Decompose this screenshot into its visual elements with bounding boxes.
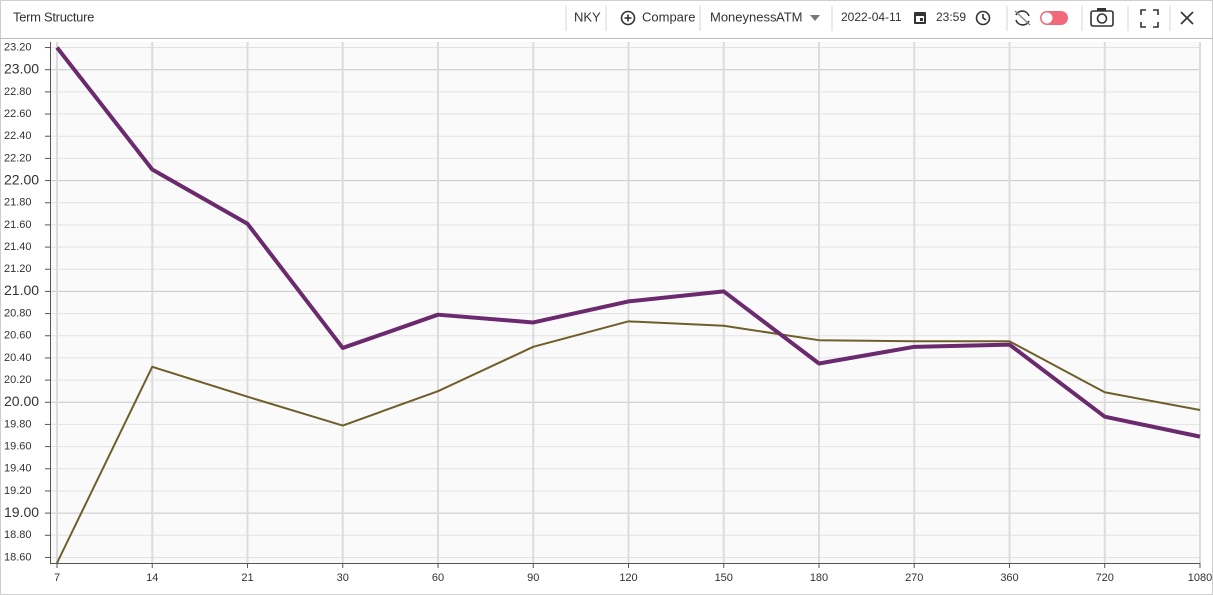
y-tick-label: 20.00 — [4, 393, 39, 409]
x-tick-label: 30 — [337, 572, 349, 584]
moneyness-value[interactable]: ATM — [776, 9, 802, 24]
x-tick-label: 14 — [146, 572, 158, 584]
y-tick-label: 20.80 — [4, 307, 32, 319]
x-tick-label: 120 — [619, 572, 637, 584]
date[interactable]: 2022-04-11 — [841, 10, 902, 24]
x-tick-label: 180 — [810, 572, 828, 584]
symbol[interactable]: NKY — [574, 9, 601, 24]
compare-icon[interactable] — [620, 10, 636, 26]
y-tick-label: 18.60 — [4, 551, 32, 563]
y-tick-label: 22.20 — [4, 152, 32, 164]
compare-button[interactable]: Compare — [642, 9, 695, 24]
x-tick-label: 90 — [527, 572, 539, 584]
y-tick-label: 21.20 — [4, 263, 32, 275]
y-tick-label: 21.40 — [4, 241, 32, 253]
y-tick-label: 19.60 — [4, 441, 32, 453]
x-tick-label: 720 — [1096, 572, 1114, 584]
y-tick-label: 23.20 — [4, 41, 32, 53]
y-tick-label: 20.40 — [4, 352, 32, 364]
panel-title: Term Structure — [13, 9, 94, 24]
dropdown-arrow[interactable] — [810, 15, 820, 21]
x-tick-label: 360 — [1000, 572, 1018, 584]
moneyness-label: Moneyness — [710, 9, 777, 24]
y-tick-label: 21.00 — [4, 282, 39, 298]
y-tick-label: 18.80 — [4, 529, 32, 541]
x-tick-label: 60 — [432, 572, 444, 584]
y-tick-label: 20.20 — [4, 374, 32, 386]
y-tick-label: 22.60 — [4, 108, 32, 120]
y-tick-label: 20.60 — [4, 330, 32, 342]
y-tick-label: 22.40 — [4, 130, 32, 142]
grid — [45, 42, 1201, 568]
series-line — [56, 320, 1201, 564]
x-tick-label: 21 — [241, 572, 253, 584]
calendar-icon[interactable] — [914, 12, 926, 24]
time[interactable]: 23:59 — [936, 10, 966, 24]
x-tick-label: 1080 — [1188, 572, 1212, 584]
sync-icon[interactable] — [1014, 10, 1031, 26]
x-tick-label: 270 — [905, 572, 923, 584]
series-line — [55, 46, 1201, 439]
y-tick-label: 21.60 — [4, 219, 32, 231]
fullscreen-icon[interactable] — [1140, 9, 1159, 28]
y-tick-label: 19.80 — [4, 418, 32, 430]
y-tick-label: 22.00 — [4, 171, 39, 187]
clock-icon[interactable] — [975, 10, 991, 26]
marks — [55, 46, 1201, 564]
x-tick-label: 150 — [715, 572, 733, 584]
y-tick-label: 19.20 — [4, 485, 32, 497]
y-tick-label: 19.00 — [4, 504, 39, 520]
y-tick-label: 22.80 — [4, 86, 32, 98]
y-tick-label: 19.40 — [4, 463, 32, 475]
close-icon[interactable] — [1180, 11, 1194, 25]
y-tick-label: 21.80 — [4, 197, 32, 209]
x-tick-label: 7 — [54, 572, 60, 584]
y-tick-label: 23.00 — [4, 60, 39, 76]
toggle[interactable] — [1040, 11, 1068, 25]
camera-icon[interactable] — [1090, 8, 1114, 27]
